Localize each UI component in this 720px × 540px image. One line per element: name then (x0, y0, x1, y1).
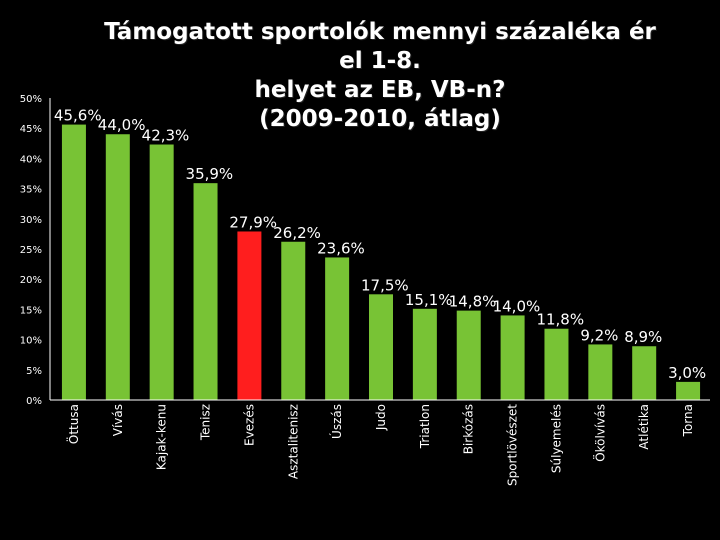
bar-5 (281, 241, 306, 400)
y-tick-label: 50% (20, 94, 42, 105)
x-category-label: Birkózás (462, 404, 476, 454)
bar-14 (676, 381, 701, 400)
data-label: 23,6% (317, 239, 365, 257)
x-category-label: Asztalitenisz (286, 404, 300, 479)
y-tick-label: 45% (20, 124, 42, 135)
x-category-label: Triatlon (418, 404, 432, 449)
x-category-label: Úszás (329, 404, 344, 439)
bar-11 (544, 328, 569, 400)
y-tick-label: 25% (20, 245, 42, 256)
chart-title: Támogatott sportolók mennyi százaléka ér… (104, 19, 656, 132)
data-label: 15,1% (405, 291, 453, 309)
bar-13 (632, 346, 657, 400)
data-label: 9,2% (580, 326, 618, 344)
data-label: 8,9% (624, 328, 662, 346)
y-tick-label: 10% (20, 336, 42, 347)
data-label: 45,6% (54, 107, 102, 125)
data-label: 11,8% (536, 311, 584, 329)
y-tick-label: 0% (26, 396, 42, 407)
x-category-label: Vívás (111, 404, 125, 436)
bar-4 (237, 231, 262, 400)
y-tick-label: 20% (20, 275, 42, 286)
bar-1 (105, 134, 130, 401)
x-category-label: Torna (681, 404, 695, 437)
x-category-label: Kajak-kenu (155, 404, 169, 470)
bar-12 (588, 344, 613, 400)
bar-7 (369, 294, 393, 400)
y-tick-label: 5% (26, 366, 42, 377)
y-tick-label: 35% (20, 185, 42, 196)
x-category-label: Judo (374, 404, 388, 431)
data-label: 42,3% (142, 127, 190, 145)
data-label: 14,0% (493, 297, 541, 315)
y-tick-label: 40% (20, 154, 42, 165)
bar-9 (456, 310, 481, 400)
x-category-label: Sportlövészet (506, 404, 520, 486)
bar-2 (149, 144, 174, 400)
x-category-label: Súlyemelés (549, 404, 563, 473)
bar-6 (325, 257, 350, 400)
x-category-label: Tenisz (199, 404, 213, 441)
bar-3 (193, 183, 218, 400)
x-category-label: Öttusa (65, 404, 81, 444)
bar-0 (61, 124, 86, 401)
data-label: 35,9% (186, 165, 234, 183)
data-label: 3,0% (668, 364, 706, 382)
data-label: 26,2% (273, 224, 321, 242)
y-tick-label: 15% (20, 305, 42, 316)
data-label: 27,9% (229, 213, 277, 231)
bar-10 (500, 315, 525, 400)
x-category-label: Evezés (242, 404, 256, 446)
y-tick-label: 30% (20, 215, 42, 226)
x-category-label: Atlétika (637, 404, 651, 450)
x-category-label: Ökölvívás (591, 404, 607, 462)
data-label: 17,5% (361, 276, 409, 294)
bar-8 (412, 308, 437, 400)
data-label: 44,0% (98, 116, 146, 134)
data-label: 14,8% (449, 293, 497, 311)
